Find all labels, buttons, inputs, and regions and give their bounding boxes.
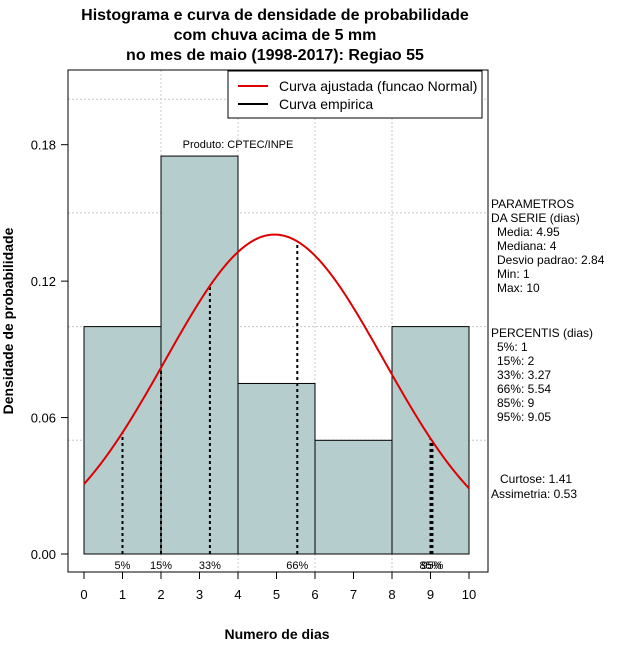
histogram-bar [83, 326, 162, 555]
percentil-95: 95%: 9.05 [497, 410, 551, 424]
percentile-label: 33% [199, 560, 221, 572]
param-mediana: Mediana: 4 [497, 239, 557, 253]
x-tick-label: 5 [273, 587, 280, 602]
y-tick-label: 0.00 [31, 547, 56, 562]
x-tick-label: 4 [234, 587, 241, 602]
percentile-label: 5% [115, 560, 131, 572]
x-tick-label: 7 [350, 587, 357, 602]
param-desvio-padrao: Desvio padrao: 2.84 [497, 253, 605, 267]
stat-curtose: Curtose: 1.41 [500, 472, 572, 486]
param-min: Min: 1 [497, 267, 530, 281]
chart-title-line-2: com chuva acima de 5 mm [174, 27, 377, 44]
params-header-line-2: DA SERIE (dias) [491, 211, 580, 225]
histogram-bar [391, 326, 470, 555]
percentil-15: 15%: 2 [497, 354, 535, 368]
chart-title-line-1: Histograma e curva de densidade de proba… [81, 7, 469, 24]
series-parameters-panel: PARAMETROS DA SERIE (dias) Media: 4.95 M… [491, 197, 605, 295]
y-tick-label: 0.06 [31, 411, 56, 426]
y-tick-label: 0.12 [31, 274, 56, 289]
x-tick-label: 3 [196, 587, 203, 602]
legend-label-fitted-curve: Curva ajustada (funcao Normal) [279, 78, 477, 94]
y-axis-title: Densidade de probabilidade [0, 227, 16, 414]
percentile-lines [121, 241, 434, 554]
x-tick-label: 1 [119, 587, 126, 602]
histogram-bars [83, 155, 470, 555]
percentile-labels: 5% 15% 33% 66% 85%95% [115, 560, 444, 572]
legend-box [227, 70, 483, 119]
param-media: Media: 4.95 [497, 225, 560, 239]
y-axis: 0.00 0.06 0.12 0.18 [31, 138, 69, 562]
percentile-label: 95% [421, 560, 443, 572]
x-axis-title: Numero de dias [224, 626, 329, 642]
x-tick-label: 8 [388, 587, 395, 602]
legend-label-empirical-curve: Curva empirica [279, 96, 373, 112]
x-tick-label: 6 [311, 587, 318, 602]
x-axis: 0 1 2 3 4 5 6 7 8 9 10 [80, 571, 476, 602]
stat-assimetria: Assimetria: 0.53 [491, 487, 577, 501]
x-tick-label: 9 [427, 587, 434, 602]
percentis-header: PERCENTIS (dias) [491, 326, 593, 340]
histogram-bar [314, 439, 393, 555]
percentil-33: 33%: 3.27 [497, 368, 551, 382]
percentil-5: 5%: 1 [497, 340, 528, 354]
param-max: Max: 10 [497, 281, 540, 295]
x-tick-label: 2 [157, 587, 164, 602]
params-header-line-1: PARAMETROS [491, 197, 574, 211]
percentiles-panel: PERCENTIS (dias) 5%: 1 15%: 2 33%: 3.27 … [491, 326, 593, 424]
x-tick-label: 10 [462, 587, 476, 602]
chart-title-line-3: no mes de maio (1998-2017): Regiao 55 [126, 47, 424, 64]
producer-note: Produto: CPTEC/INPE [183, 139, 294, 151]
histogram-bar [237, 382, 316, 555]
histogram-bar [160, 155, 239, 555]
percentile-label: 85% [419, 560, 441, 572]
percentil-85: 85%: 9 [497, 396, 535, 410]
percentil-66: 66%: 5.54 [497, 382, 551, 396]
x-tick-label: 0 [80, 587, 87, 602]
normal-curve [83, 233, 470, 489]
percentile-label: 66% [286, 560, 308, 572]
shape-stats-panel: Curtose: 1.41 Assimetria: 0.53 [491, 472, 577, 501]
y-tick-label: 0.18 [31, 138, 56, 153]
percentile-label: 15% [150, 560, 172, 572]
legend: Curva ajustada (funcao Normal) Curva emp… [227, 70, 483, 119]
